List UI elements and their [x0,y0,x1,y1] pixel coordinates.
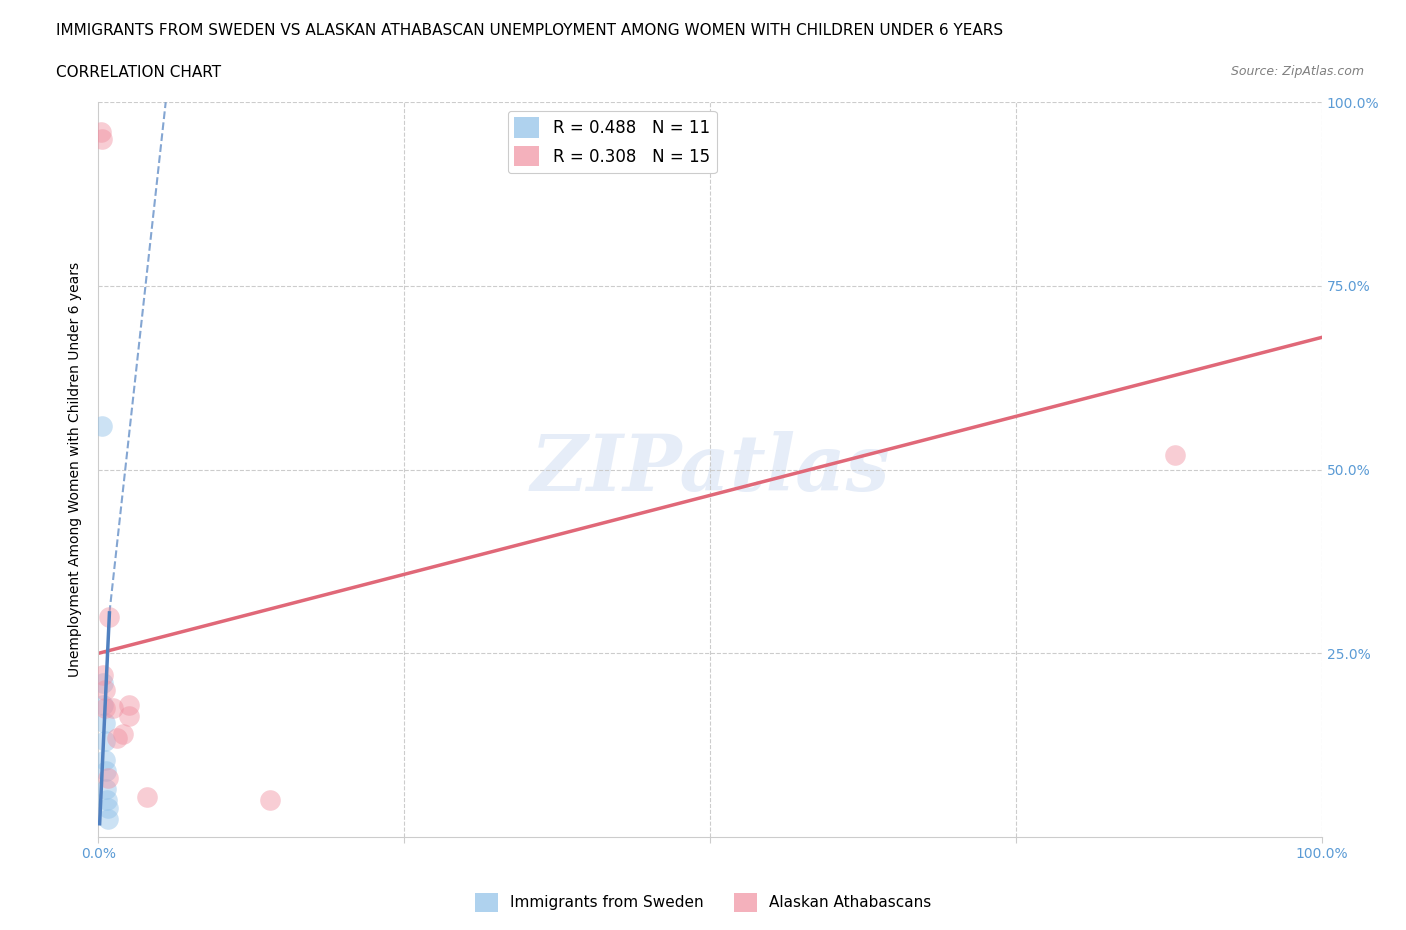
Point [118,709,141,724]
Point [91,131,114,146]
Point [93,701,115,716]
Text: ZIPatlas: ZIPatlas [530,432,890,508]
Point [90,125,112,140]
Point [98,609,121,624]
Point [93,734,115,749]
Legend: Immigrants from Sweden, Alaskan Athabascans: Immigrants from Sweden, Alaskan Athabasc… [468,887,938,918]
Point [94,782,117,797]
Point [91,668,114,683]
Y-axis label: Unemployment Among Women with Children Under 6 years: Unemployment Among Women with Children U… [69,262,83,677]
Point [118,698,141,712]
Point [96,792,118,807]
Text: IMMIGRANTS FROM SWEDEN VS ALASKAN ATHABASCAN UNEMPLOYMENT AMONG WOMEN WITH CHILD: IMMIGRANTS FROM SWEDEN VS ALASKAN ATHABA… [56,23,1004,38]
Text: CORRELATION CHART: CORRELATION CHART [56,65,221,80]
Point [91,418,114,433]
Point [97,771,120,786]
Point [1164,447,1187,462]
Point [91,675,114,690]
Point [93,716,115,731]
Point [93,683,115,698]
Point [259,792,281,807]
Point [136,790,159,804]
Point [111,726,134,741]
Legend: R = 0.488   N = 11, R = 0.308   N = 15: R = 0.488 N = 11, R = 0.308 N = 15 [508,111,717,173]
Point [97,800,120,815]
Point [105,730,128,745]
Text: Source: ZipAtlas.com: Source: ZipAtlas.com [1230,65,1364,78]
Point [101,701,124,716]
Point [97,811,120,826]
Point [91,698,114,712]
Point [94,764,117,778]
Point [93,752,115,767]
